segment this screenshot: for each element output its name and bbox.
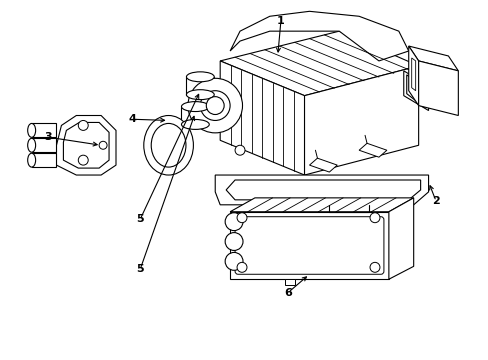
Ellipse shape xyxy=(143,116,193,175)
Ellipse shape xyxy=(206,96,224,114)
Ellipse shape xyxy=(181,102,209,112)
Polygon shape xyxy=(304,66,418,175)
Text: 2: 2 xyxy=(431,197,439,206)
Polygon shape xyxy=(220,61,304,175)
Polygon shape xyxy=(63,122,109,168)
Polygon shape xyxy=(56,116,116,175)
Polygon shape xyxy=(411,58,415,91)
Text: 6: 6 xyxy=(284,288,291,297)
Text: 1: 1 xyxy=(276,16,284,26)
Circle shape xyxy=(237,262,246,272)
Polygon shape xyxy=(403,71,427,111)
Ellipse shape xyxy=(151,123,185,167)
Polygon shape xyxy=(408,46,457,71)
Polygon shape xyxy=(215,175,427,205)
Polygon shape xyxy=(230,212,388,279)
Polygon shape xyxy=(225,180,420,200)
Polygon shape xyxy=(309,158,337,172)
Polygon shape xyxy=(32,123,56,137)
Circle shape xyxy=(369,213,379,223)
FancyBboxPatch shape xyxy=(235,217,383,274)
Polygon shape xyxy=(358,143,386,157)
Circle shape xyxy=(224,213,243,231)
Polygon shape xyxy=(388,198,413,279)
Circle shape xyxy=(237,213,246,223)
Text: 3: 3 xyxy=(44,132,52,142)
Circle shape xyxy=(78,155,88,165)
Polygon shape xyxy=(186,77,214,95)
Polygon shape xyxy=(181,107,209,125)
Ellipse shape xyxy=(186,90,214,100)
Ellipse shape xyxy=(28,123,36,137)
Circle shape xyxy=(369,262,379,272)
Text: 5: 5 xyxy=(136,214,143,224)
Circle shape xyxy=(235,145,244,155)
Polygon shape xyxy=(408,46,418,105)
Polygon shape xyxy=(32,153,56,167)
Text: 5: 5 xyxy=(136,264,143,274)
Polygon shape xyxy=(284,279,294,285)
Polygon shape xyxy=(406,75,424,108)
Polygon shape xyxy=(230,11,408,61)
Ellipse shape xyxy=(186,72,214,82)
Circle shape xyxy=(78,121,88,130)
Circle shape xyxy=(224,252,243,270)
Circle shape xyxy=(224,233,243,251)
Polygon shape xyxy=(220,31,418,96)
Circle shape xyxy=(99,141,107,149)
Polygon shape xyxy=(230,198,413,212)
Ellipse shape xyxy=(200,91,230,121)
Polygon shape xyxy=(418,61,457,116)
Ellipse shape xyxy=(181,120,209,129)
Ellipse shape xyxy=(187,78,242,133)
Ellipse shape xyxy=(28,138,36,152)
Polygon shape xyxy=(32,138,56,152)
Ellipse shape xyxy=(28,153,36,167)
Text: 4: 4 xyxy=(129,114,137,124)
